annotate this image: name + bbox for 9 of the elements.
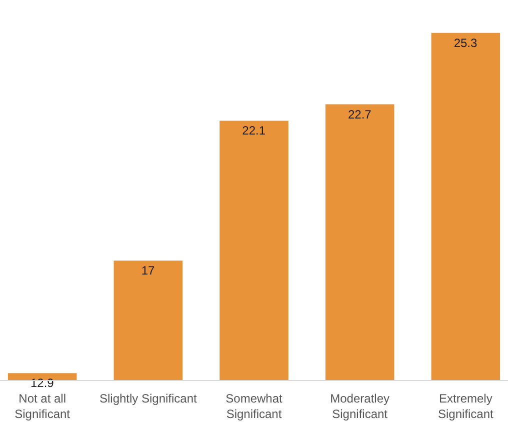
data-label: 25.3 — [454, 36, 478, 50]
x-tick-label: Not at all Significant — [14, 391, 71, 421]
data-label: 17 — [141, 264, 155, 278]
data-label: 22.7 — [348, 107, 372, 122]
x-tick-label: Moderatley Significant — [330, 391, 390, 421]
x-tick-label: Slightly Significant — [99, 391, 198, 406]
data-label: 22.1 — [242, 124, 266, 138]
x-tick-label: Extremely Significant — [438, 391, 494, 421]
x-tick-label: Somewhat Significant — [226, 391, 284, 421]
